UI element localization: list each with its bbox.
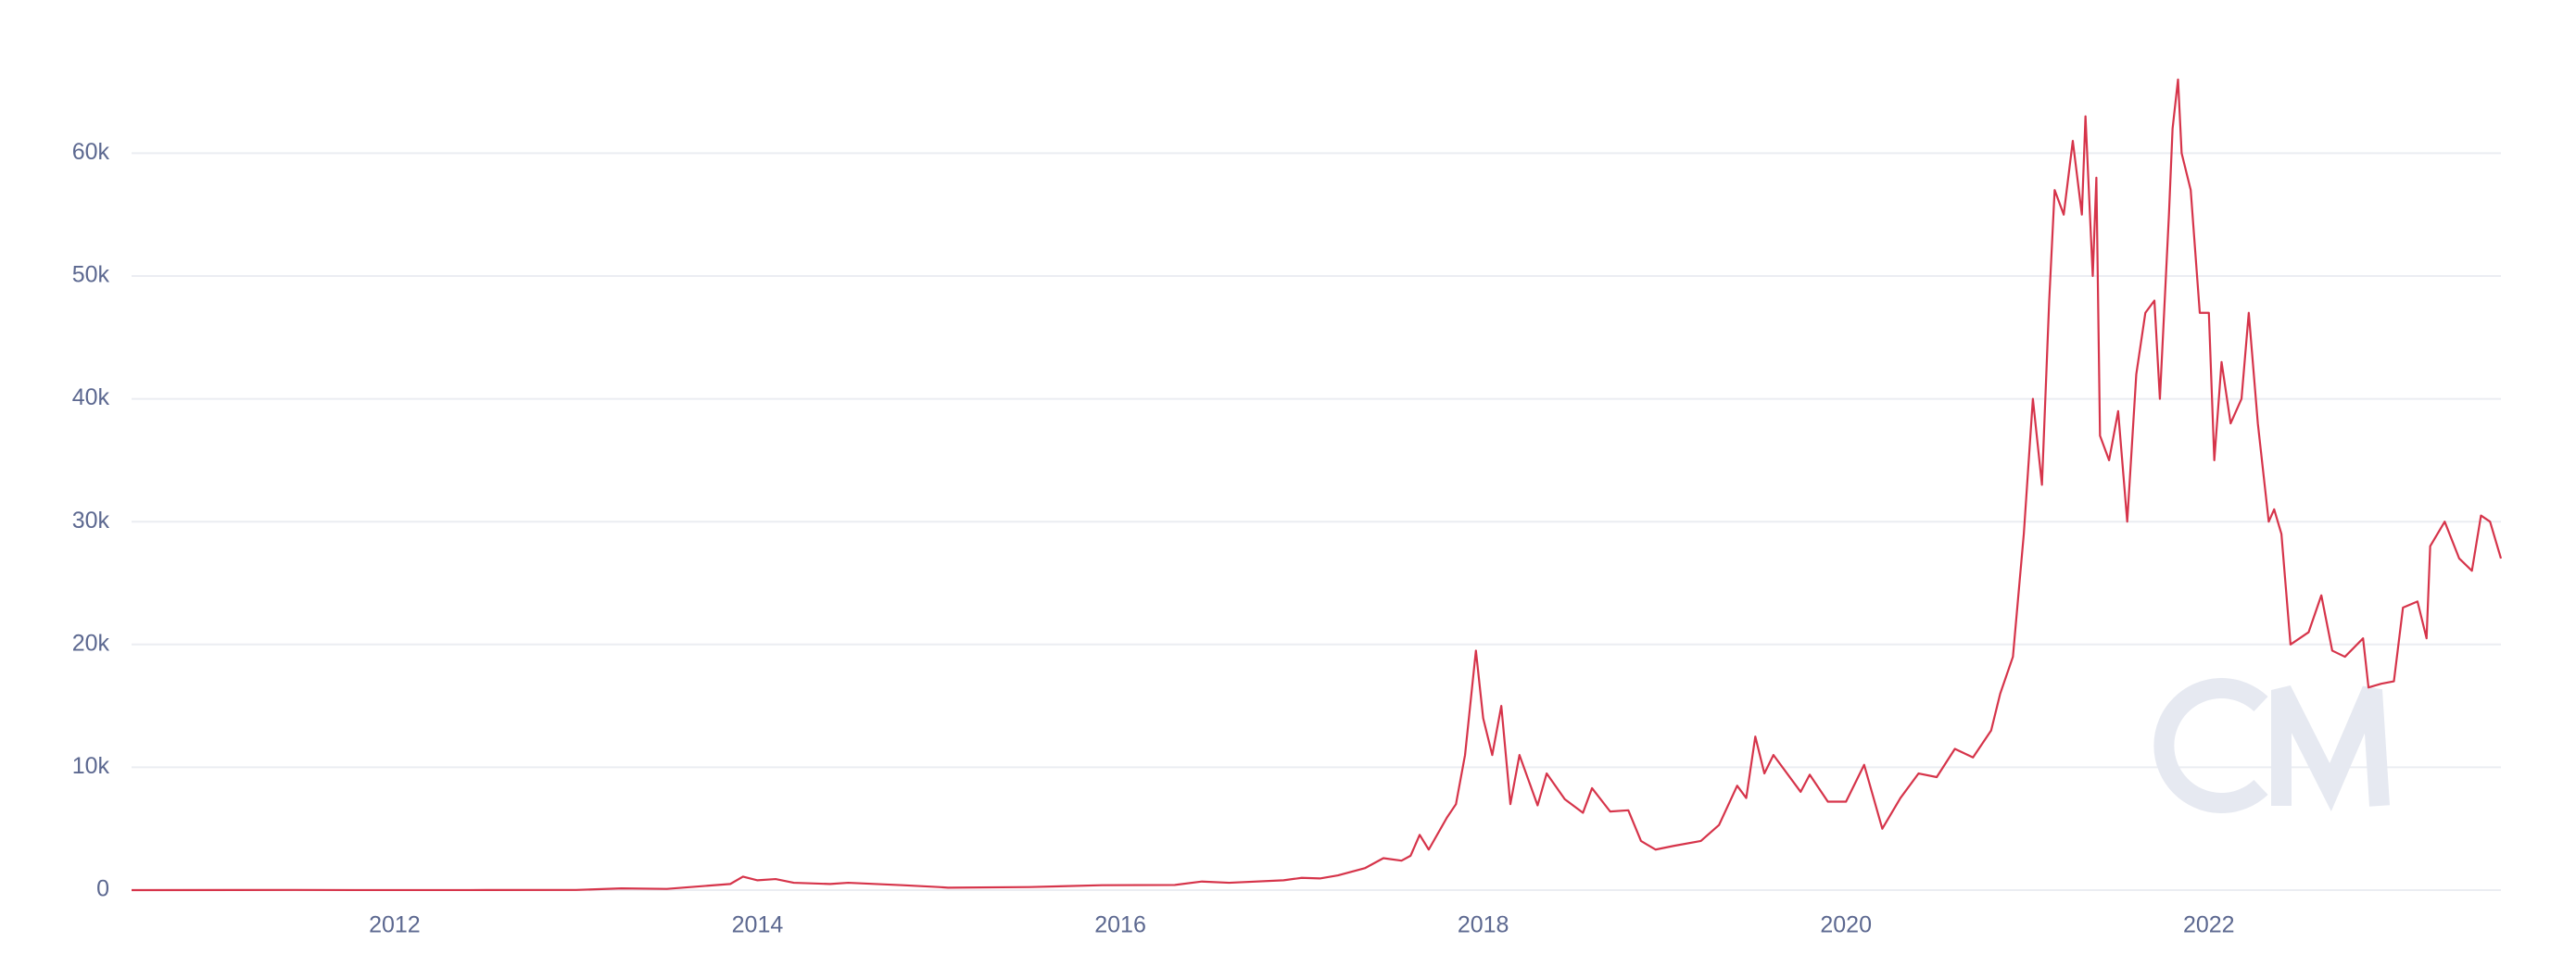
y-tick-label: 60k <box>72 139 110 165</box>
x-tick-label: 2018 <box>1458 912 1509 938</box>
y-tick-label: 20k <box>72 630 110 656</box>
y-tick-label: 10k <box>72 753 110 779</box>
y-tick-label: 0 <box>96 876 109 902</box>
y-tick-label: 50k <box>72 262 110 288</box>
y-tick-label: 40k <box>72 384 110 410</box>
x-tick-label: 2014 <box>732 912 784 938</box>
grid <box>132 152 2501 891</box>
price-line <box>131 78 2503 892</box>
logo-c <box>2153 678 2268 813</box>
x-tick-label: 2020 <box>1820 912 1872 938</box>
watermark-logo <box>2153 678 2390 813</box>
x-tick-label: 2022 <box>2183 912 2235 938</box>
x-tick-label: 2016 <box>1094 912 1146 938</box>
x-tick-label: 2012 <box>369 912 421 938</box>
y-tick-label: 30k <box>72 508 110 534</box>
logo-m <box>2271 685 2390 812</box>
